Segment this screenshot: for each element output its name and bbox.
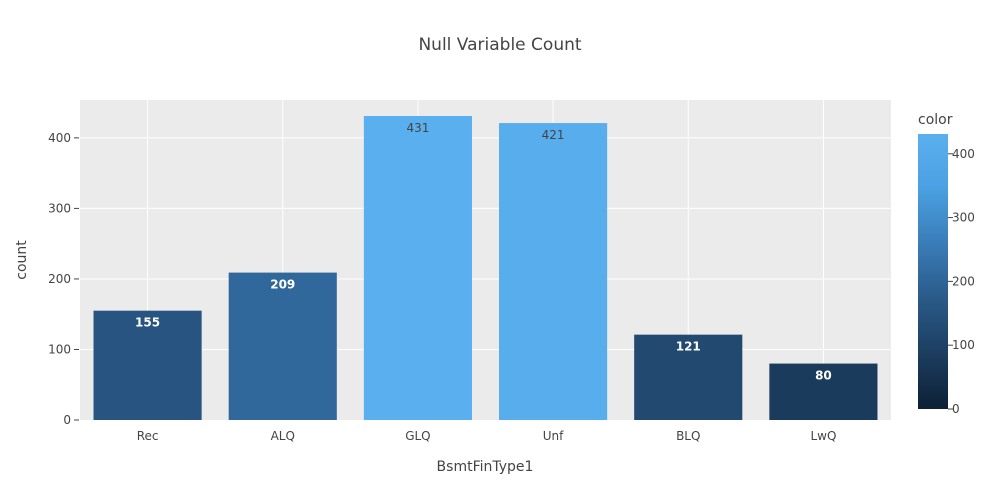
x-tick-label: ALQ	[271, 429, 295, 443]
bar-lwq[interactable]	[769, 363, 878, 420]
bars: 155 209 431 421 121 80	[93, 116, 878, 421]
bar-value-label: 421	[542, 128, 565, 142]
colorbar-gradient	[918, 134, 948, 409]
bar-value-label: 121	[676, 340, 701, 354]
x-tick-label: BLQ	[676, 429, 700, 443]
bar-rec[interactable]	[93, 310, 202, 420]
y-tick-label: 0	[63, 413, 71, 427]
y-tick-labels: 0 100 200 300 400	[48, 131, 79, 427]
bar-blq[interactable]	[634, 334, 743, 420]
bar-value-label: 155	[135, 316, 160, 330]
colorbar-tick-label: 300	[952, 211, 975, 225]
y-tick-label: 200	[48, 272, 71, 286]
y-axis-title: count	[14, 240, 30, 280]
bar-glq[interactable]	[363, 116, 472, 420]
y-tick-label: 300	[48, 201, 71, 215]
colorbar-tick-label: 100	[952, 338, 975, 352]
x-tick-labels: Rec ALQ GLQ Unf BLQ LwQ	[137, 429, 837, 443]
bar-alq[interactable]	[228, 272, 337, 420]
y-tick-label: 100	[48, 342, 71, 356]
plot-background	[80, 100, 891, 420]
x-tick-label: Unf	[543, 429, 564, 443]
colorbar-ticks: 0 100 200 300 400	[948, 147, 975, 416]
x-tick-label: LwQ	[810, 429, 836, 443]
x-axis-title: BsmtFinType1	[437, 459, 534, 475]
colorbar-title: color	[918, 112, 953, 128]
bar-value-label: 80	[815, 369, 832, 383]
x-tick-label: GLQ	[405, 429, 430, 443]
colorbar: color 0 100 200 300 400	[918, 112, 975, 416]
bar-value-label: 431	[406, 121, 429, 135]
bar-value-label: 209	[270, 278, 295, 292]
colorbar-tick-label: 400	[952, 147, 975, 161]
bar-unf[interactable]	[499, 123, 608, 421]
y-tick-label: 400	[48, 131, 71, 145]
chart-title: Null Variable Count	[418, 35, 581, 55]
colorbar-tick-label: 200	[952, 274, 975, 288]
colorbar-tick-label: 0	[952, 402, 960, 416]
x-tick-label: Rec	[137, 429, 159, 443]
